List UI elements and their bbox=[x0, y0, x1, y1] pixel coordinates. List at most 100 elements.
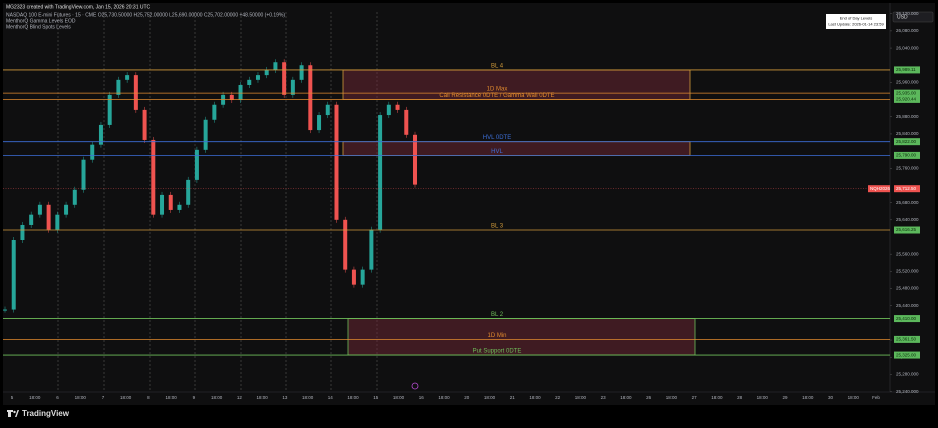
indicator: MenthorQ Gamma Levels EOD bbox=[6, 18, 76, 24]
candle bbox=[81, 159, 86, 190]
candle bbox=[64, 204, 69, 215]
candle bbox=[55, 214, 60, 230]
level-tag bbox=[894, 138, 920, 146]
time-label: 18:00 bbox=[256, 395, 268, 400]
level-tag-label: 25,822.00 bbox=[896, 139, 917, 144]
time-label: 18:00 bbox=[302, 395, 314, 400]
level-name: HVL 0DTE bbox=[483, 135, 511, 141]
candle bbox=[369, 229, 374, 270]
time-label: 18:00 bbox=[529, 395, 541, 400]
time-label: 16 bbox=[419, 395, 425, 400]
zone bbox=[342, 69, 691, 100]
candle bbox=[238, 84, 243, 101]
y-tick-label: 25,960.000 bbox=[896, 80, 919, 85]
level-tag bbox=[894, 351, 920, 359]
logo bbox=[7, 410, 19, 417]
time-label: 18:00 bbox=[393, 395, 405, 400]
candle bbox=[194, 149, 199, 180]
time-label: 18:00 bbox=[757, 395, 769, 400]
time-label: 18:00 bbox=[75, 395, 87, 400]
candle bbox=[20, 224, 25, 240]
header-title: MG2323 created with TradingView.com, Jan… bbox=[6, 4, 151, 10]
candle bbox=[247, 79, 252, 85]
y-tick-label: 25,440.000 bbox=[896, 303, 919, 308]
level-tag bbox=[894, 89, 920, 97]
level-tag-label: 25,790.00 bbox=[896, 153, 917, 158]
candle bbox=[160, 194, 165, 215]
level-tag-label: 25,920.44 bbox=[896, 97, 917, 102]
y-tick-label: 25,280.000 bbox=[896, 372, 919, 377]
candle bbox=[29, 214, 34, 225]
time-label: 18:00 bbox=[29, 395, 41, 400]
time-label: 18:00 bbox=[575, 395, 587, 400]
candle bbox=[203, 119, 208, 150]
time-label: 8 bbox=[147, 395, 150, 400]
time-label: Feb bbox=[872, 395, 880, 400]
level-tag-label: 25,361.50 bbox=[896, 337, 917, 342]
candle bbox=[186, 179, 191, 205]
candle bbox=[46, 204, 51, 230]
candle bbox=[133, 75, 138, 110]
currency-button[interactable] bbox=[892, 11, 934, 23]
time-label: 27 bbox=[692, 395, 698, 400]
level-tag bbox=[894, 226, 920, 234]
candle bbox=[11, 239, 16, 310]
time-label: 21 bbox=[510, 395, 516, 400]
candle bbox=[3, 309, 7, 311]
candle bbox=[334, 104, 339, 220]
time-label: 18:00 bbox=[484, 395, 496, 400]
candle bbox=[360, 269, 365, 285]
footer-brand: TradingView bbox=[22, 409, 70, 418]
time-label: 18:00 bbox=[347, 395, 359, 400]
y-tick-label: 25,760.000 bbox=[896, 165, 919, 170]
symbol-line: NASDAQ 100 E-mini Futures · 15 · CME O25… bbox=[6, 12, 285, 18]
time-label: 14 bbox=[328, 395, 334, 400]
time-label: 18:00 bbox=[120, 395, 132, 400]
time-label: 30 bbox=[828, 395, 834, 400]
candle bbox=[325, 104, 330, 116]
time-label: 23 bbox=[601, 395, 607, 400]
level-name: Put Support 0DTE bbox=[473, 349, 522, 355]
zone bbox=[347, 318, 696, 356]
time-label: 12 bbox=[237, 395, 243, 400]
level-name: 1D Max bbox=[487, 87, 508, 93]
candle bbox=[255, 75, 260, 80]
time-label: 28 bbox=[737, 395, 743, 400]
currency[interactable]: USD bbox=[897, 14, 908, 20]
level-tag bbox=[894, 151, 920, 159]
candle bbox=[107, 94, 112, 125]
time-label: 22 bbox=[555, 395, 561, 400]
candle bbox=[299, 65, 304, 80]
candle bbox=[290, 79, 295, 95]
candle bbox=[273, 62, 278, 70]
level-tag-label: 25,325.00 bbox=[896, 352, 917, 357]
time-label: 7 bbox=[102, 395, 105, 400]
time-label: 18:00 bbox=[620, 395, 632, 400]
candle bbox=[116, 79, 121, 95]
candle bbox=[142, 109, 147, 140]
y-tick-label: 25,880.000 bbox=[896, 114, 919, 119]
level-name: 1D Min bbox=[487, 333, 506, 339]
y-tick-label: 25,680.000 bbox=[896, 200, 919, 205]
candle bbox=[72, 189, 77, 205]
time-label: 13 bbox=[282, 395, 288, 400]
info-box bbox=[826, 14, 886, 29]
candle bbox=[308, 65, 313, 131]
info-line: Last Update: 2026-01-14 23:59 bbox=[828, 22, 884, 27]
info-line: End of Day Levels bbox=[840, 16, 872, 21]
level-tag bbox=[894, 95, 920, 103]
time-label: 26 bbox=[646, 395, 652, 400]
y-tick-label: 25,480.000 bbox=[896, 286, 919, 291]
candle bbox=[229, 94, 234, 101]
symbol-tag bbox=[868, 185, 890, 193]
time-label: 29 bbox=[783, 395, 789, 400]
y-tick-label: 26,120.000 bbox=[896, 11, 919, 16]
event-marker[interactable] bbox=[411, 382, 419, 390]
candle bbox=[177, 204, 182, 210]
level-tag bbox=[894, 315, 920, 323]
current-price-label: 25,712.50 bbox=[896, 186, 917, 191]
candle bbox=[90, 144, 95, 160]
candle bbox=[395, 104, 400, 110]
time-label: 18:00 bbox=[666, 395, 678, 400]
